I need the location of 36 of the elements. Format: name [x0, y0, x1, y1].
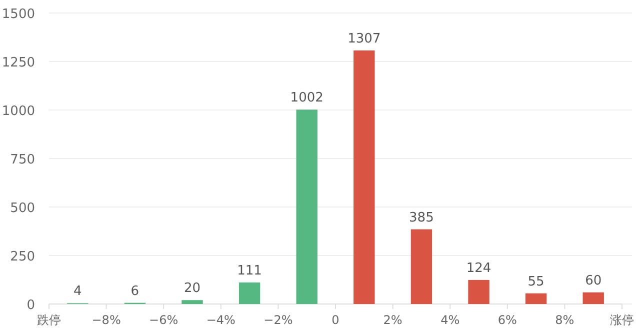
data-label: 60 — [585, 273, 602, 288]
x-tick-label: 跌停 — [37, 313, 61, 327]
bar — [354, 50, 375, 304]
bar — [410, 229, 432, 304]
y-tick-label: 500 — [10, 201, 35, 216]
y-tick-label: 750 — [10, 152, 35, 168]
x-tick-label: 6% — [498, 313, 517, 327]
x-tick-label: 2% — [383, 313, 402, 327]
y-tick-label: 1500 — [2, 7, 35, 22]
data-label: 20 — [184, 281, 201, 296]
x-tick-label: −2% — [264, 313, 293, 327]
data-label: 4 — [74, 284, 82, 300]
bar — [582, 292, 604, 304]
x-tick-label: 8% — [555, 313, 574, 327]
bar — [296, 110, 318, 304]
y-tick-label: 1250 — [2, 56, 35, 70]
data-label: 1307 — [348, 31, 381, 46]
bar — [182, 300, 203, 304]
y-tick-label: 1000 — [2, 104, 35, 119]
data-label: 111 — [237, 263, 262, 278]
bar — [238, 282, 260, 304]
x-tick-label: −6% — [149, 313, 178, 327]
x-tick-label: −8% — [92, 313, 121, 327]
y-tick-label: 0 — [26, 298, 35, 313]
data-label: 124 — [466, 260, 492, 276]
data-label: 6 — [130, 284, 140, 299]
y-tick-label: 250 — [10, 250, 35, 264]
x-tick-label: −4% — [206, 313, 236, 327]
x-tick-label: 0 — [332, 313, 340, 327]
data-label: 385 — [409, 210, 434, 226]
data-label: 55 — [528, 274, 544, 290]
data-label: 1002 — [290, 90, 324, 106]
bar — [468, 280, 490, 304]
x-tick-label: 4% — [440, 313, 460, 327]
bar — [525, 293, 547, 304]
x-tick-label: 涨停 — [610, 313, 634, 327]
